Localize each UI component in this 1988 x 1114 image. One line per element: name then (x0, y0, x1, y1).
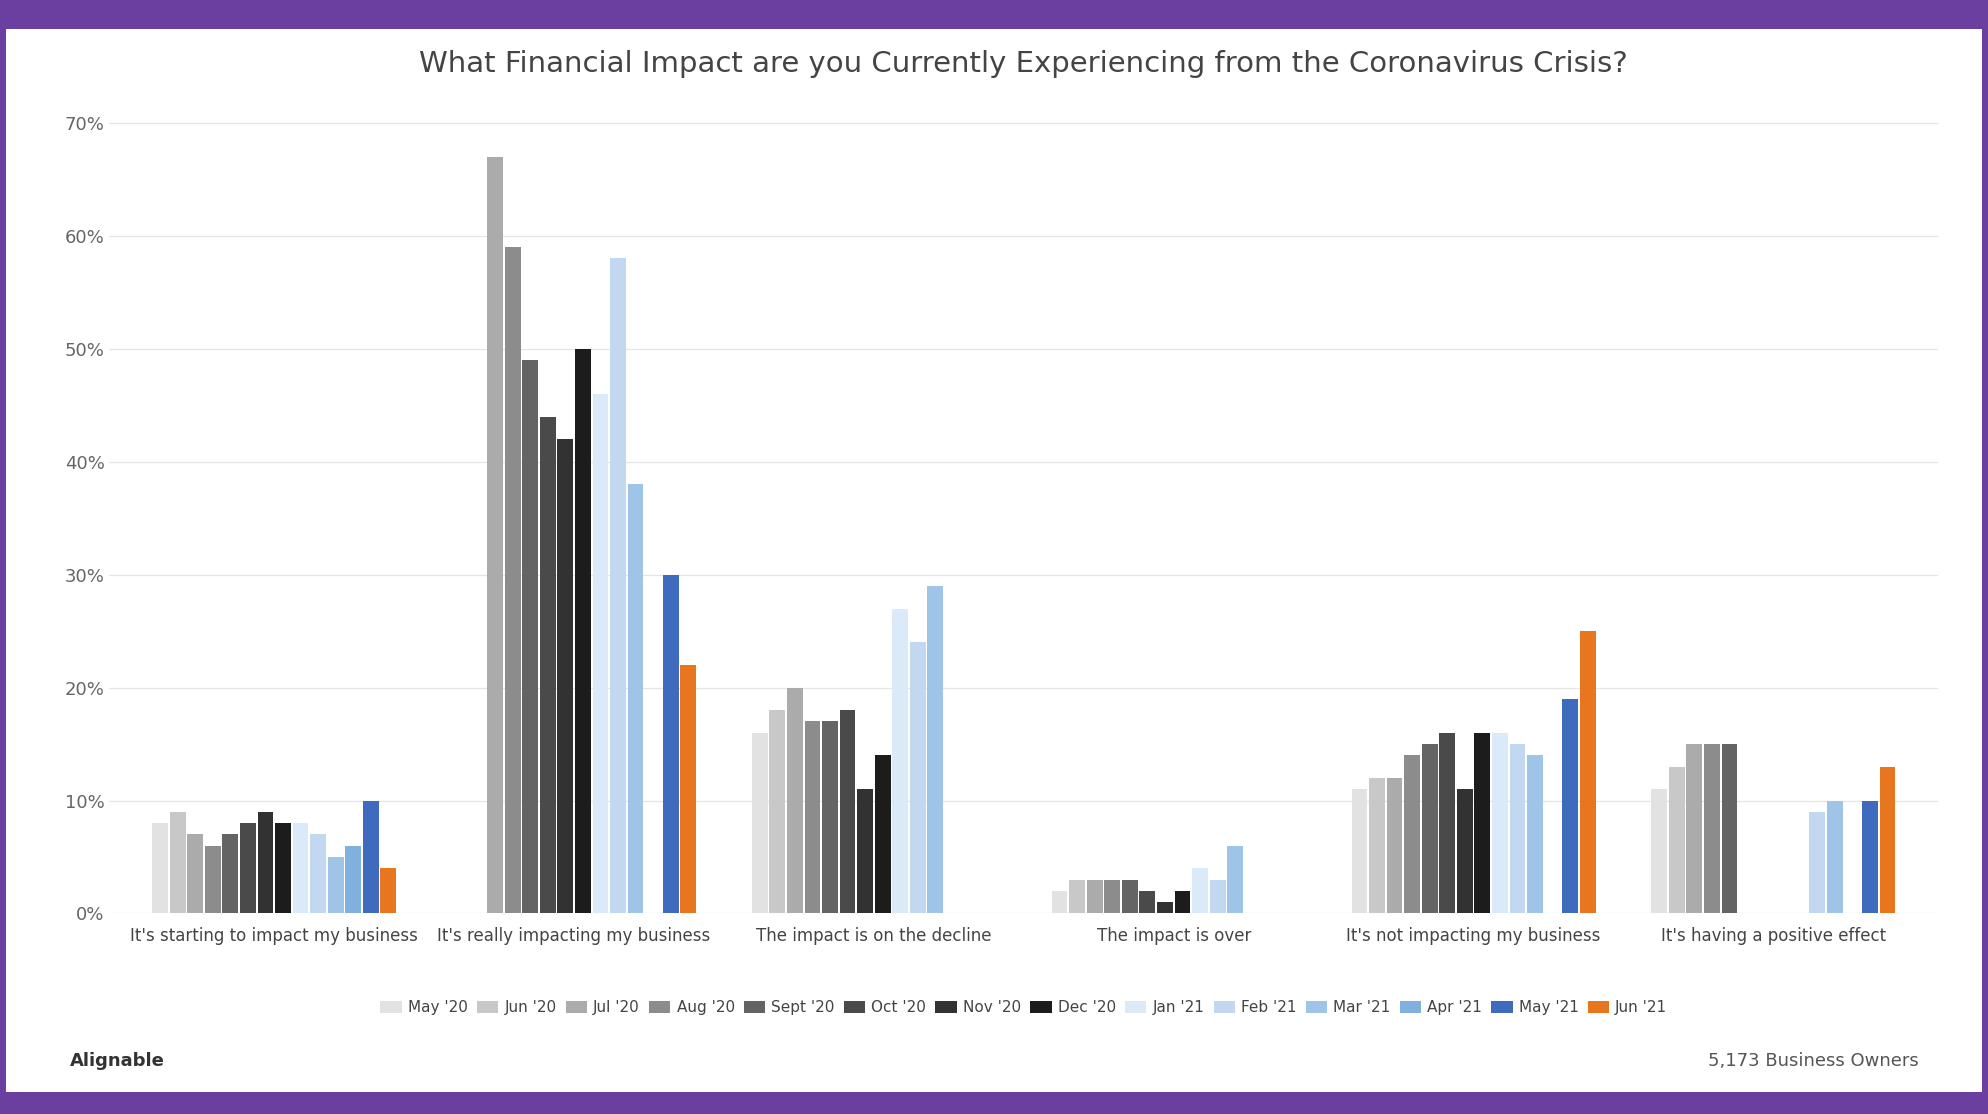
Bar (805, 722, 821, 913)
Bar (1439, 733, 1455, 913)
Bar (487, 157, 503, 913)
Bar (1139, 891, 1155, 913)
Bar (1863, 801, 1879, 913)
Bar (505, 247, 521, 913)
Bar (1052, 891, 1068, 913)
Bar (1352, 789, 1368, 913)
Bar (662, 575, 678, 913)
Bar (1704, 744, 1720, 913)
Title: What Financial Impact are you Currently Experiencing from the Coronavirus Crisis: What Financial Impact are you Currently … (419, 50, 1628, 78)
Bar (1686, 744, 1702, 913)
Bar (557, 439, 573, 913)
Bar (187, 834, 203, 913)
Bar (857, 789, 873, 913)
Bar (1509, 744, 1525, 913)
Bar (875, 755, 891, 913)
Bar (1809, 812, 1825, 913)
Bar (1722, 744, 1738, 913)
Bar (153, 823, 169, 913)
Bar (928, 586, 942, 913)
Bar (1668, 766, 1684, 913)
Bar (1388, 778, 1402, 913)
Bar (1070, 880, 1085, 913)
Text: Alignable: Alignable (70, 1052, 165, 1069)
Bar (751, 733, 767, 913)
Bar (787, 687, 803, 913)
Bar (223, 834, 239, 913)
Bar (1475, 733, 1491, 913)
Text: 5,173 Business Owners: 5,173 Business Owners (1708, 1052, 1918, 1069)
Bar (1211, 880, 1225, 913)
Bar (1827, 801, 1843, 913)
Bar (1563, 698, 1578, 913)
Bar (1157, 902, 1173, 913)
Bar (169, 812, 185, 913)
Bar (523, 360, 539, 913)
Bar (823, 722, 837, 913)
Bar (1087, 880, 1103, 913)
Legend: May '20, Jun '20, Jul '20, Aug '20, Sept '20, Oct '20, Nov '20, Dec '20, Jan '21: May '20, Jun '20, Jul '20, Aug '20, Sept… (374, 995, 1674, 1022)
Bar (769, 711, 785, 913)
Bar (1105, 880, 1119, 913)
Bar (1404, 755, 1419, 913)
Bar (911, 643, 926, 913)
Bar (839, 711, 855, 913)
Bar (1175, 891, 1191, 913)
Bar (292, 823, 308, 913)
Bar (592, 394, 608, 913)
Bar (575, 349, 590, 913)
Bar (1457, 789, 1473, 913)
Bar (541, 417, 555, 913)
Bar (205, 846, 221, 913)
Bar (328, 857, 344, 913)
Bar (1193, 868, 1209, 913)
Bar (628, 485, 644, 913)
Bar (1879, 766, 1895, 913)
Bar (1370, 778, 1386, 913)
Bar (680, 665, 696, 913)
Bar (274, 823, 290, 913)
Bar (1580, 632, 1596, 913)
Bar (1421, 744, 1437, 913)
Bar (310, 834, 326, 913)
Bar (258, 812, 274, 913)
Bar (1121, 880, 1137, 913)
Bar (364, 801, 380, 913)
Bar (1493, 733, 1507, 913)
Bar (1227, 846, 1242, 913)
Bar (610, 258, 626, 913)
Bar (893, 608, 909, 913)
Bar (1527, 755, 1543, 913)
Bar (241, 823, 256, 913)
Bar (1652, 789, 1668, 913)
Bar (380, 868, 396, 913)
Bar (346, 846, 362, 913)
